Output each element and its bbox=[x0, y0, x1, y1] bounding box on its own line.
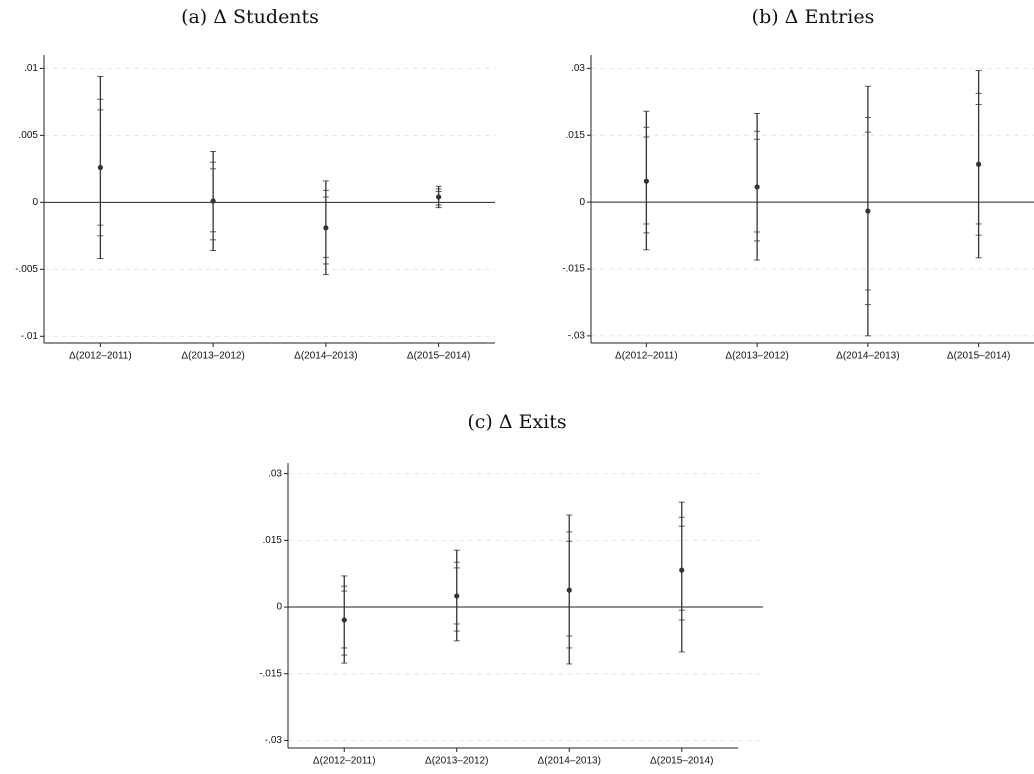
x-tick-label: Δ(2015–2014) bbox=[407, 351, 470, 362]
x-tick-label: Δ(2014–2013) bbox=[538, 756, 601, 767]
estimate-point bbox=[865, 208, 871, 214]
x-tick-label: Δ(2013–2012) bbox=[181, 351, 244, 362]
y-tick-label: 0 bbox=[32, 197, 38, 208]
estimate-point bbox=[436, 194, 442, 200]
estimate-point bbox=[341, 617, 347, 623]
y-tick-label: -.01 bbox=[21, 331, 39, 342]
x-tick-label: Δ(2015–2014) bbox=[650, 756, 713, 767]
estimate-point bbox=[97, 164, 103, 171]
y-tick-label: -.03 bbox=[568, 331, 586, 342]
y-tick-label: .01 bbox=[24, 63, 38, 74]
x-tick-label: Δ(2014–2013) bbox=[294, 351, 357, 362]
x-tick-label: Δ(2012–2011) bbox=[313, 756, 376, 767]
chart-title: (c) Δ Exits bbox=[467, 411, 566, 433]
estimate-point bbox=[210, 198, 216, 204]
x-tick-label: Δ(2012–2011) bbox=[615, 351, 678, 362]
y-tick-label: 0 bbox=[276, 602, 282, 613]
estimate-point bbox=[643, 178, 649, 184]
y-tick-label: -.015 bbox=[259, 668, 282, 679]
y-tick-label: .015 bbox=[263, 535, 283, 546]
y-tick-label: 0 bbox=[579, 197, 585, 208]
x-tick-label: Δ(2015–2014) bbox=[947, 351, 1010, 362]
y-tick-label: .03 bbox=[571, 63, 585, 74]
x-tick-label: Δ(2013–2012) bbox=[725, 351, 788, 362]
x-tick-label: Δ(2012–2011) bbox=[69, 351, 132, 362]
y-tick-label: -.015 bbox=[562, 264, 585, 275]
estimate-point bbox=[754, 184, 760, 190]
estimate-point bbox=[679, 567, 685, 573]
estimate-point bbox=[976, 161, 982, 167]
y-tick-label: .005 bbox=[19, 130, 39, 141]
y-tick-label: -.005 bbox=[15, 264, 38, 275]
y-tick-label: .03 bbox=[268, 468, 282, 479]
x-tick-label: Δ(2014–2013) bbox=[836, 351, 899, 362]
chart-title: (b) Δ Entries bbox=[752, 6, 875, 28]
x-tick-label: Δ(2013–2012) bbox=[425, 756, 488, 767]
estimate-point bbox=[566, 587, 572, 593]
estimate-point bbox=[323, 225, 329, 231]
chart-title: (a) Δ Students bbox=[181, 6, 319, 28]
estimate-point bbox=[454, 593, 460, 599]
y-tick-label: .015 bbox=[566, 130, 586, 141]
y-tick-label: -.03 bbox=[265, 735, 283, 746]
